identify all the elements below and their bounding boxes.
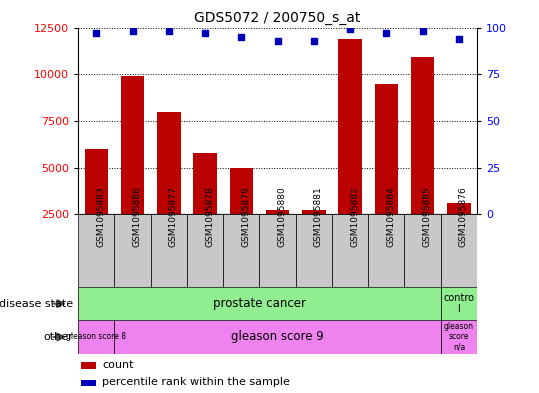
Point bbox=[382, 30, 391, 36]
Bar bbox=[302, 209, 326, 214]
Bar bbox=[441, 320, 477, 354]
Bar bbox=[114, 214, 151, 287]
Text: GSM1095879: GSM1095879 bbox=[241, 186, 250, 247]
Text: contro
l: contro l bbox=[444, 293, 474, 314]
Text: count: count bbox=[102, 360, 133, 370]
Bar bbox=[296, 214, 332, 287]
Point bbox=[128, 28, 137, 35]
Bar bbox=[157, 112, 181, 214]
Text: other: other bbox=[43, 332, 73, 342]
Bar bbox=[441, 214, 477, 287]
Point bbox=[164, 28, 173, 35]
Bar bbox=[411, 57, 434, 214]
Text: disease state: disease state bbox=[0, 299, 73, 309]
Text: GSM1095885: GSM1095885 bbox=[423, 186, 432, 247]
Point bbox=[309, 37, 318, 44]
Text: GSM1095883: GSM1095883 bbox=[96, 186, 105, 247]
Bar bbox=[447, 203, 471, 214]
Bar bbox=[230, 167, 253, 214]
Bar bbox=[338, 39, 362, 214]
Text: GSM1095882: GSM1095882 bbox=[350, 186, 359, 247]
Bar bbox=[121, 76, 144, 214]
Point bbox=[454, 36, 463, 42]
Text: GSM1095886: GSM1095886 bbox=[133, 186, 142, 247]
Bar bbox=[259, 214, 296, 287]
Bar bbox=[81, 362, 96, 369]
Text: GSM1095877: GSM1095877 bbox=[169, 186, 178, 247]
Bar bbox=[375, 84, 398, 214]
Bar bbox=[114, 320, 441, 354]
Point bbox=[418, 28, 427, 35]
Bar bbox=[223, 214, 259, 287]
Bar bbox=[332, 214, 368, 287]
Point bbox=[201, 30, 209, 36]
Point bbox=[346, 26, 355, 33]
Bar bbox=[404, 214, 441, 287]
Bar bbox=[78, 214, 114, 287]
Text: GSM1095876: GSM1095876 bbox=[459, 186, 468, 247]
Bar bbox=[151, 214, 187, 287]
Bar bbox=[81, 380, 96, 386]
Point bbox=[273, 37, 282, 44]
Text: percentile rank within the sample: percentile rank within the sample bbox=[102, 377, 290, 387]
Point bbox=[92, 30, 101, 36]
Text: GSM1095878: GSM1095878 bbox=[205, 186, 214, 247]
Title: GDS5072 / 200750_s_at: GDS5072 / 200750_s_at bbox=[195, 11, 361, 25]
Bar bbox=[194, 152, 217, 214]
Bar bbox=[441, 287, 477, 320]
Point bbox=[237, 34, 246, 40]
Text: gleason score 8: gleason score 8 bbox=[66, 332, 126, 342]
Text: gleason
score
n/a: gleason score n/a bbox=[444, 322, 474, 352]
Text: GSM1095880: GSM1095880 bbox=[278, 186, 287, 247]
Text: GSM1095881: GSM1095881 bbox=[314, 186, 323, 247]
Bar bbox=[187, 214, 223, 287]
Text: GSM1095884: GSM1095884 bbox=[386, 186, 396, 247]
Bar bbox=[368, 214, 404, 287]
Text: gleason score 9: gleason score 9 bbox=[231, 331, 324, 343]
Bar bbox=[78, 320, 114, 354]
Bar bbox=[266, 211, 289, 214]
Text: prostate cancer: prostate cancer bbox=[213, 297, 306, 310]
Bar bbox=[85, 149, 108, 214]
